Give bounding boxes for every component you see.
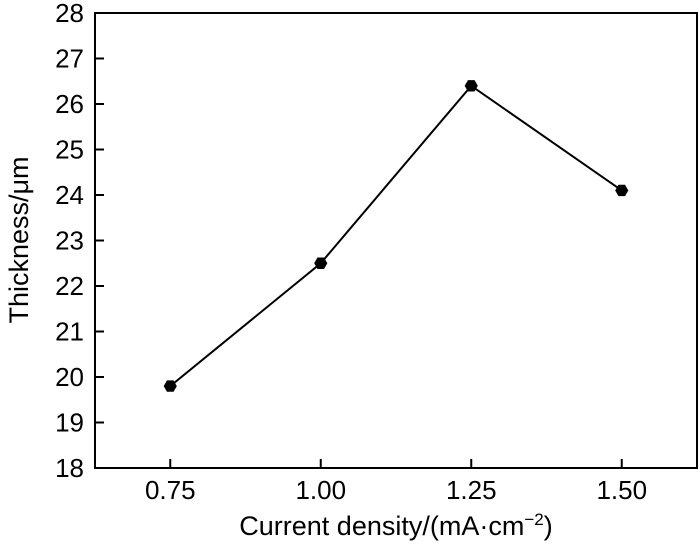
x-tick-label: 1.00 xyxy=(295,475,346,505)
y-axis-ticks: 18 19 20 21 22 23 24 25 26 27 28 xyxy=(55,0,104,483)
x-axis-title-main: Current density/(mA·cm xyxy=(239,511,524,541)
series-line xyxy=(169,84,623,387)
y-tick-label: 20 xyxy=(55,362,84,392)
y-tick-label: 27 xyxy=(55,44,84,74)
data-point-marker xyxy=(464,80,478,92)
x-tick-label: 1.25 xyxy=(446,475,497,505)
y-axis-title: Thickness/μm xyxy=(4,156,34,323)
data-point-marker xyxy=(163,380,177,392)
y-tick-label: 21 xyxy=(55,317,84,347)
y-tick-label: 24 xyxy=(55,180,84,210)
x-axis-title-suffix: ) xyxy=(544,511,553,541)
y-tick-label: 23 xyxy=(55,226,84,256)
data-point-marker xyxy=(314,257,328,269)
data-point-markers xyxy=(163,80,629,392)
x-tick-label: 0.75 xyxy=(145,475,196,505)
y-tick-label: 26 xyxy=(55,89,84,119)
y-tick-label: 25 xyxy=(55,135,84,165)
y-tick-label: 22 xyxy=(55,271,84,301)
x-axis-title-superscript: −2 xyxy=(524,510,543,529)
x-tick-label: 1.50 xyxy=(596,475,647,505)
y-tick-label: 28 xyxy=(55,0,84,28)
data-point-marker xyxy=(615,184,629,197)
plot-area-frame xyxy=(94,12,698,469)
x-axis-title: Current density/(mA·cm−2) xyxy=(239,510,552,541)
x-axis-ticks: 0.75 1.00 1.25 1.50 xyxy=(145,459,647,505)
y-tick-label: 19 xyxy=(55,408,84,438)
y-tick-label: 18 xyxy=(55,453,84,483)
